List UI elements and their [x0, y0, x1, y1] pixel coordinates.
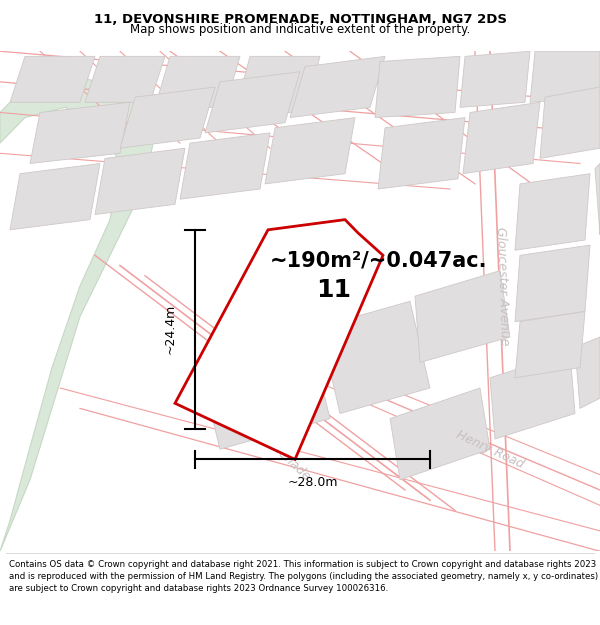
Polygon shape: [463, 102, 540, 174]
Text: Contains OS data © Crown copyright and database right 2021. This information is : Contains OS data © Crown copyright and d…: [9, 560, 598, 592]
Polygon shape: [180, 133, 270, 199]
Polygon shape: [95, 148, 185, 214]
Polygon shape: [515, 174, 590, 250]
Polygon shape: [290, 56, 385, 118]
Polygon shape: [205, 72, 300, 133]
Polygon shape: [595, 164, 600, 235]
Polygon shape: [10, 56, 95, 102]
Text: Devonshire Promenade: Devonshire Promenade: [197, 374, 313, 483]
Text: ~24.4m: ~24.4m: [164, 304, 177, 354]
Polygon shape: [490, 352, 575, 439]
Polygon shape: [575, 337, 600, 408]
Polygon shape: [530, 51, 600, 102]
Polygon shape: [415, 271, 510, 362]
Polygon shape: [378, 118, 465, 189]
Polygon shape: [265, 118, 355, 184]
Polygon shape: [120, 87, 215, 148]
Polygon shape: [390, 388, 490, 480]
Polygon shape: [30, 102, 130, 164]
Polygon shape: [515, 311, 585, 378]
Text: 11: 11: [317, 278, 352, 302]
Text: Map shows position and indicative extent of the property.: Map shows position and indicative extent…: [130, 23, 470, 36]
Text: Gloucester Avenue: Gloucester Avenue: [494, 226, 512, 346]
Polygon shape: [10, 164, 100, 230]
Polygon shape: [200, 337, 330, 449]
Text: 11, DEVONSHIRE PROMENADE, NOTTINGHAM, NG7 2DS: 11, DEVONSHIRE PROMENADE, NOTTINGHAM, NG…: [94, 12, 506, 26]
Polygon shape: [375, 56, 460, 118]
Polygon shape: [540, 87, 600, 158]
Polygon shape: [175, 219, 383, 459]
Polygon shape: [320, 301, 430, 414]
Polygon shape: [515, 245, 590, 322]
Text: ~190m²/~0.047ac.: ~190m²/~0.047ac.: [270, 250, 487, 270]
Text: ~28.0m: ~28.0m: [287, 476, 338, 489]
Polygon shape: [235, 56, 320, 112]
Polygon shape: [460, 51, 530, 107]
Text: Henry Road: Henry Road: [454, 428, 526, 471]
Polygon shape: [0, 77, 155, 551]
Polygon shape: [85, 56, 165, 102]
Polygon shape: [155, 56, 240, 108]
